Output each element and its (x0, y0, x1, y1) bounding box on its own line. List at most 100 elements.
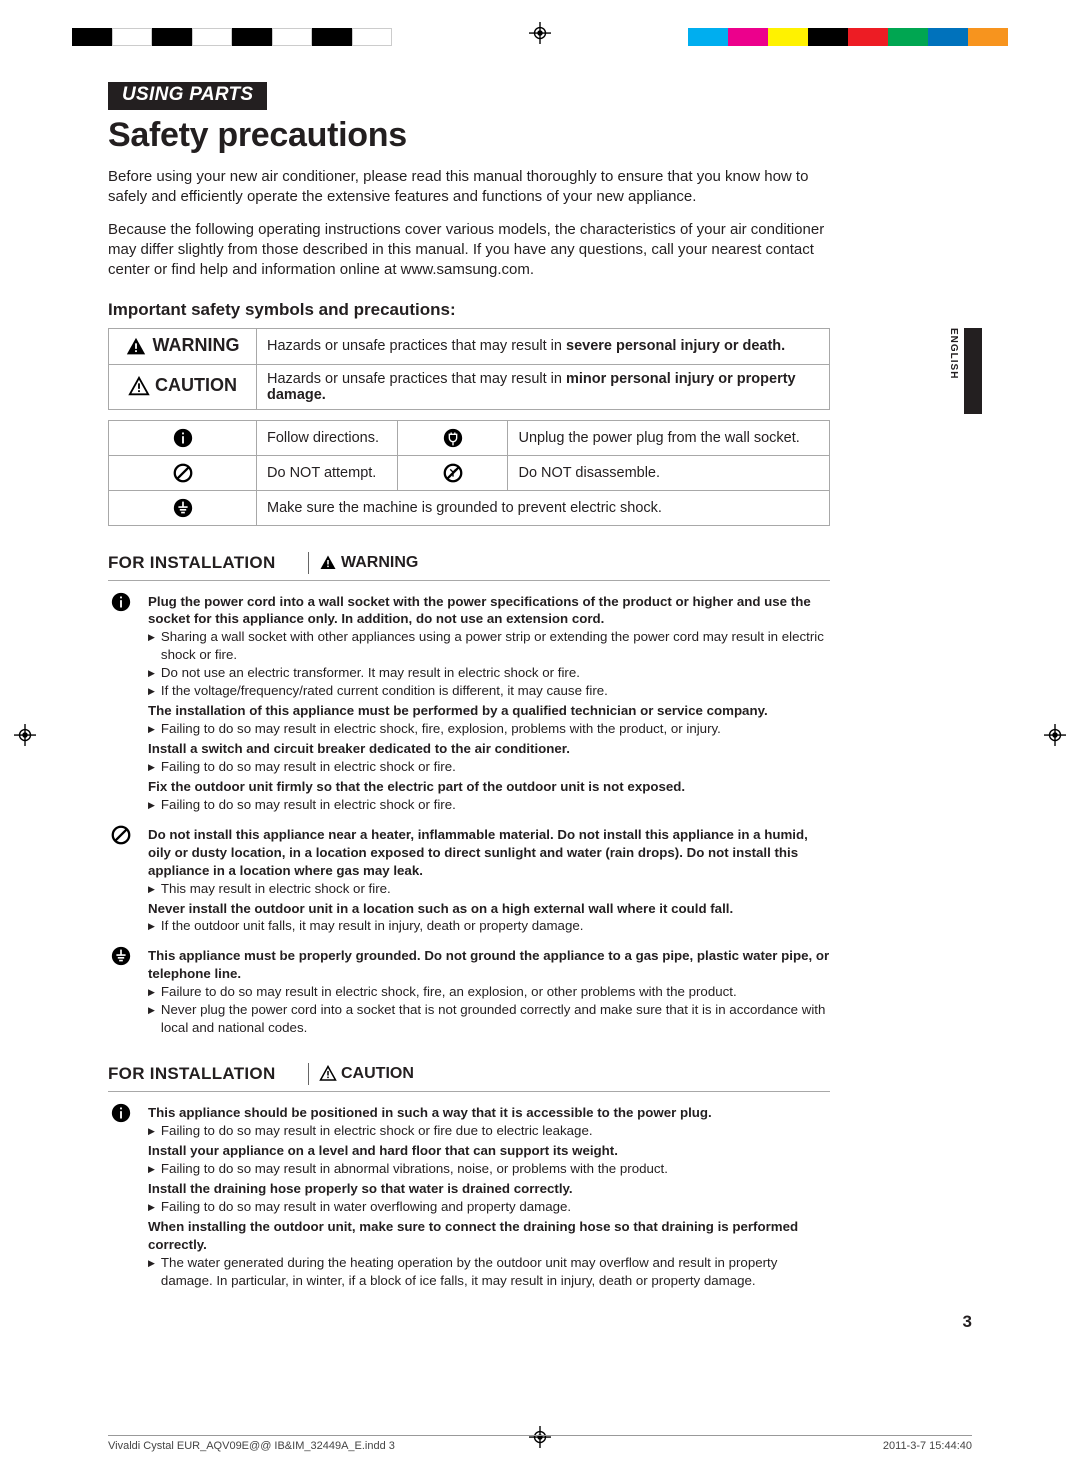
follow-text: Follow directions. (257, 420, 398, 455)
safety-item: Do not install this appliance near a hea… (108, 824, 830, 936)
safety-bold-text: Do not install this appliance near a hea… (148, 826, 830, 880)
bullet-triangle-icon (148, 1122, 155, 1140)
table-row: CAUTION Hazards or unsafe practices that… (109, 364, 830, 409)
safety-bullet: Failing to do so may result in electric … (148, 720, 830, 738)
safety-bullet: Failing to do so may result in water ove… (148, 1198, 830, 1216)
color-bars-right (688, 28, 1008, 46)
safety-bullet: Never plug the power cord into a socket … (148, 1001, 830, 1037)
warning-definition: Hazards or unsafe practices that may res… (257, 329, 830, 364)
safety-bullet: This may result in electric shock or fir… (148, 880, 830, 898)
unplug-text: Unplug the power plug from the wall sock… (508, 420, 830, 455)
table-row: WARNING Hazards or unsafe practices that… (109, 329, 830, 364)
divider-rule (108, 1091, 830, 1092)
safety-item: This appliance should be positioned in s… (108, 1102, 830, 1289)
symbols-table: Follow directions. Unplug the power plug… (108, 420, 830, 526)
registration-mark-right (1044, 724, 1066, 752)
bullet-triangle-icon (148, 682, 155, 700)
safety-item: Plug the power cord into a wall socket w… (108, 591, 830, 814)
safety-bold-text: Never install the outdoor unit in a loca… (148, 900, 830, 918)
footer-file: Vivaldi Cystal EUR_AQV09E@@ IB&IM_32449A… (108, 1440, 395, 1452)
warning-badge: WARNING (319, 554, 418, 572)
safety-bullet-text: The water generated during the heating o… (161, 1254, 830, 1290)
registration-mark-left (14, 724, 36, 752)
prohibit-icon (108, 824, 134, 936)
safety-bold-text: Install your appliance on a level and ha… (148, 1142, 830, 1160)
safety-bullet: Failing to do so may result in electric … (148, 758, 830, 776)
safety-bold-text: Fix the outdoor unit firmly so that the … (148, 778, 830, 796)
table-row: Make sure the machine is grounded to pre… (109, 490, 830, 525)
print-footer: Vivaldi Cystal EUR_AQV09E@@ IB&IM_32449A… (108, 1435, 972, 1452)
no-disassemble-icon (398, 455, 508, 490)
follow-icon (109, 420, 257, 455)
bullet-triangle-icon (148, 1198, 155, 1216)
warning-definitions-table: WARNING Hazards or unsafe practices that… (108, 328, 830, 409)
safety-bold-text: When installing the outdoor unit, make s… (148, 1218, 830, 1254)
intro-paragraph-2: Because the following operating instruct… (108, 220, 850, 281)
safety-bullet-text: Sharing a wall socket with other applian… (161, 628, 830, 664)
safety-bold-text: Plug the power cord into a wall socket w… (148, 593, 830, 629)
safety-item-content: This appliance must be properly grounded… (148, 945, 830, 1037)
safety-bold-text: This appliance should be positioned in s… (148, 1104, 830, 1122)
safety-bullet-text: Failing to do so may result in water ove… (161, 1198, 571, 1216)
safety-bullet: Failing to do so may result in electric … (148, 796, 830, 814)
bullet-triangle-icon (148, 796, 155, 814)
installation-warning-header: FOR INSTALLATION WARNING (108, 552, 978, 574)
prohibit-icon (109, 455, 257, 490)
divider (308, 552, 309, 574)
dont-disassemble-text: Do NOT disassemble. (508, 455, 830, 490)
caution-label-cell: CAUTION (109, 364, 257, 409)
info-icon (108, 591, 134, 814)
safety-bullet-text: Failing to do so may result in electric … (161, 796, 456, 814)
language-tab: ENGLISH (948, 328, 982, 414)
symbols-subhead: Important safety symbols and precautions… (108, 300, 978, 320)
safety-bullet: Failure to do so may result in electric … (148, 983, 830, 1001)
divider (308, 1063, 309, 1085)
safety-bullet-text: If the outdoor unit falls, it may result… (161, 917, 584, 935)
intro-paragraph-1: Before using your new air conditioner, p… (108, 167, 850, 208)
bullet-triangle-icon (148, 880, 155, 898)
safety-bullet-text: Failing to do so may result in abnormal … (161, 1160, 668, 1178)
color-bars-left (72, 28, 392, 46)
bullet-triangle-icon (148, 1254, 155, 1290)
divider-rule (108, 580, 830, 581)
safety-bullet: The water generated during the heating o… (148, 1254, 830, 1290)
language-label: ENGLISH (948, 328, 959, 379)
safety-bullet: Failing to do so may result in abnormal … (148, 1160, 830, 1178)
safety-bullet-text: This may result in electric shock or fir… (161, 880, 391, 898)
safety-bullet-text: If the voltage/frequency/rated current c… (161, 682, 608, 700)
table-row: Follow directions. Unplug the power plug… (109, 420, 830, 455)
safety-bullet-text: Failing to do so may result in electric … (161, 758, 456, 776)
section-tag: USING PARTS (108, 82, 267, 110)
language-tab-marker (964, 328, 982, 414)
dont-attempt-text: Do NOT attempt. (257, 455, 398, 490)
ground-icon (108, 945, 134, 1037)
safety-bullet-text: Failure to do so may result in electric … (161, 983, 737, 1001)
caution-definition: Hazards or unsafe practices that may res… (257, 364, 830, 409)
bullet-triangle-icon (148, 917, 155, 935)
registration-mark-top (529, 22, 551, 50)
safety-bullet-text: Failing to do so may result in electric … (161, 1122, 593, 1140)
safety-bullet: Sharing a wall socket with other applian… (148, 628, 830, 664)
safety-bold-text: Install the draining hose properly so th… (148, 1180, 830, 1198)
bullet-triangle-icon (148, 1001, 155, 1037)
safety-bold-text: The installation of this appliance must … (148, 702, 830, 720)
page-number: 3 (963, 1312, 972, 1332)
warning-label-cell: WARNING (109, 329, 257, 364)
ground-icon (109, 490, 257, 525)
install-label: FOR INSTALLATION (108, 1064, 298, 1084)
safety-bullet: If the voltage/frequency/rated current c… (148, 682, 830, 700)
installation-caution-header: FOR INSTALLATION CAUTION (108, 1063, 978, 1085)
safety-bullet: Failing to do so may result in electric … (148, 1122, 830, 1140)
table-row: Do NOT attempt. Do NOT disassemble. (109, 455, 830, 490)
bullet-triangle-icon (148, 628, 155, 664)
caution-badge: CAUTION (319, 1065, 414, 1083)
ground-text: Make sure the machine is grounded to pre… (257, 490, 830, 525)
bullet-triangle-icon (148, 1160, 155, 1178)
safety-item-content: Plug the power cord into a wall socket w… (148, 591, 830, 814)
bullet-triangle-icon (148, 720, 155, 738)
safety-item-content: Do not install this appliance near a hea… (148, 824, 830, 936)
safety-bullet: Do not use an electric transformer. It m… (148, 664, 830, 682)
safety-bullet: If the outdoor unit falls, it may result… (148, 917, 830, 935)
safety-bullet-text: Never plug the power cord into a socket … (161, 1001, 830, 1037)
safety-bullet-text: Do not use an electric transformer. It m… (161, 664, 580, 682)
